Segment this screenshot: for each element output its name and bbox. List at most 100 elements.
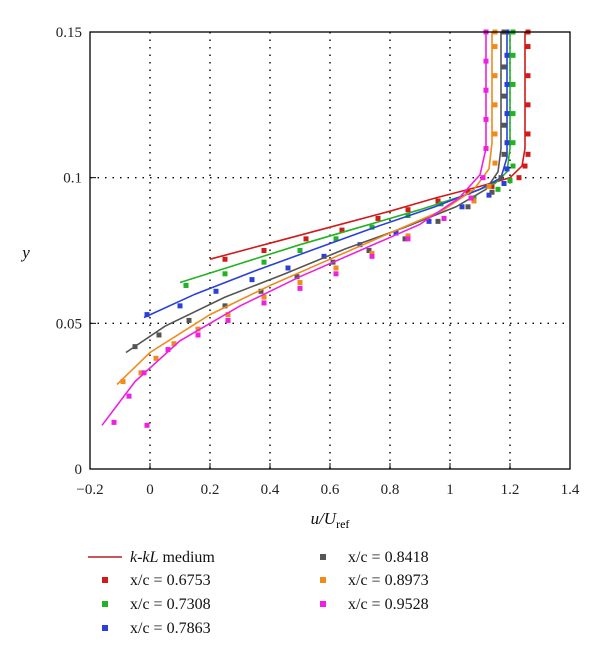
legend-label: x/c = 0.7308 bbox=[130, 596, 211, 613]
data-point bbox=[285, 265, 291, 271]
data-point bbox=[525, 102, 531, 108]
legend-label: k-kL medium bbox=[130, 549, 215, 566]
data-point bbox=[120, 379, 126, 385]
series-08973 bbox=[116, 29, 498, 386]
x-tick-label: 0.8 bbox=[381, 482, 400, 498]
data-point bbox=[486, 192, 492, 198]
x-axis-label-main: u/U bbox=[311, 509, 338, 528]
data-point bbox=[504, 166, 510, 172]
series-layer bbox=[101, 29, 531, 428]
legend-marker-swatch bbox=[320, 577, 326, 583]
data-point bbox=[525, 131, 531, 137]
data-point bbox=[111, 419, 117, 425]
series-curve bbox=[143, 32, 508, 319]
data-point bbox=[138, 370, 144, 376]
x-axis: −0.2 0 0.2 0.4 0.6 0.8 1 1.2 1.4 bbox=[76, 463, 580, 498]
data-point bbox=[510, 111, 516, 117]
y-tick-label: 0 bbox=[75, 462, 83, 478]
legend-marker-swatch bbox=[102, 601, 108, 607]
series-09528 bbox=[101, 29, 489, 428]
data-point bbox=[501, 180, 507, 186]
x-tick-label: 0.6 bbox=[321, 482, 340, 498]
legend-marker-swatch bbox=[320, 601, 326, 607]
y-axis: 0 0.05 0.1 0.15 bbox=[56, 25, 96, 478]
data-point bbox=[393, 230, 399, 236]
data-point bbox=[501, 93, 507, 99]
data-point bbox=[492, 44, 498, 50]
data-point bbox=[261, 248, 267, 253]
data-point bbox=[369, 224, 375, 230]
legend-item: k-kL medium bbox=[88, 549, 215, 566]
x-tick-label: 0 bbox=[146, 482, 154, 498]
grid bbox=[90, 32, 570, 469]
data-point bbox=[126, 393, 132, 399]
data-point bbox=[525, 151, 531, 157]
x-axis-label: u/Uref bbox=[311, 509, 350, 531]
legend-label: x/c = 0.8973 bbox=[348, 572, 429, 589]
data-point bbox=[501, 151, 507, 157]
data-point bbox=[525, 44, 531, 50]
data-point bbox=[225, 317, 231, 323]
data-point bbox=[492, 131, 498, 137]
data-point bbox=[471, 195, 477, 201]
data-point bbox=[222, 256, 228, 262]
data-point bbox=[333, 236, 339, 242]
x-axis-label-sub: ref bbox=[336, 517, 349, 531]
y-tick-label: 0.15 bbox=[56, 25, 82, 41]
x-tick-label: 1.4 bbox=[561, 482, 580, 498]
data-point bbox=[492, 160, 498, 166]
data-point bbox=[141, 370, 147, 376]
data-point bbox=[132, 344, 138, 350]
x-tick-label: 0.2 bbox=[201, 482, 220, 498]
series-curve bbox=[116, 32, 493, 386]
legend-item: x/c = 0.7863 bbox=[102, 620, 211, 637]
data-point bbox=[504, 111, 510, 117]
data-point bbox=[507, 178, 513, 184]
data-point bbox=[249, 277, 255, 283]
data-point bbox=[171, 341, 177, 347]
data-point bbox=[405, 207, 411, 213]
legend-label: x/c = 0.8418 bbox=[348, 549, 429, 566]
x-tick-label: 0.4 bbox=[261, 482, 280, 498]
data-point bbox=[144, 312, 150, 318]
legend-item: x/c = 0.8973 bbox=[320, 572, 429, 589]
data-point bbox=[357, 242, 363, 248]
data-point bbox=[486, 183, 492, 189]
data-point bbox=[510, 52, 516, 58]
data-point bbox=[483, 87, 489, 93]
data-point bbox=[297, 280, 303, 286]
legend-item: x/c = 0.6753 bbox=[102, 572, 211, 589]
data-point bbox=[435, 198, 441, 204]
x-tick-label: 1 bbox=[446, 482, 454, 498]
data-point bbox=[504, 52, 510, 58]
data-point bbox=[321, 253, 327, 259]
data-point bbox=[465, 204, 471, 210]
data-point bbox=[261, 294, 267, 300]
data-point bbox=[510, 140, 516, 146]
data-point bbox=[297, 248, 303, 253]
data-point bbox=[222, 303, 228, 309]
data-point bbox=[222, 271, 228, 277]
data-point bbox=[195, 326, 201, 332]
data-point bbox=[366, 248, 372, 253]
data-point bbox=[435, 218, 441, 224]
legend-label: x/c = 0.9528 bbox=[348, 596, 429, 613]
data-point bbox=[522, 163, 528, 169]
data-point bbox=[483, 146, 489, 152]
data-point bbox=[369, 253, 375, 259]
data-point bbox=[492, 73, 498, 79]
data-point bbox=[195, 332, 201, 338]
series-curve bbox=[101, 32, 487, 426]
data-point bbox=[405, 236, 411, 242]
legend-item: x/c = 0.9528 bbox=[320, 596, 429, 613]
x-tick-label: 1.2 bbox=[501, 482, 520, 498]
data-point bbox=[480, 175, 486, 181]
legend-marker-swatch bbox=[102, 577, 108, 583]
legend-marker-swatch bbox=[102, 625, 108, 631]
data-point bbox=[426, 218, 432, 224]
data-point bbox=[177, 303, 183, 309]
data-point bbox=[156, 332, 162, 338]
data-point bbox=[369, 250, 375, 256]
series-curve bbox=[179, 32, 511, 284]
